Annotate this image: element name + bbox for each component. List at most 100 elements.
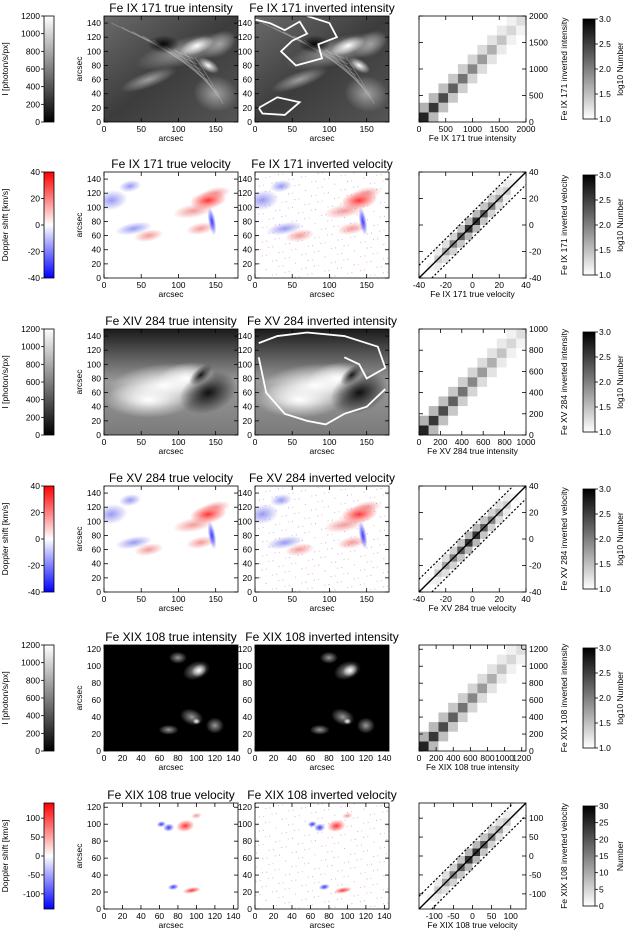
- x-axis-label: arcsec: [158, 446, 184, 456]
- y-tick-label: 120: [87, 188, 101, 198]
- density-bin: [467, 386, 478, 397]
- density-colorbar-tick: 1.0: [599, 114, 611, 124]
- density-bin: [438, 83, 449, 94]
- y-tick-label: -100: [529, 889, 546, 899]
- density-bin: [457, 64, 468, 74]
- density-colorbar-tick: 1.5: [599, 718, 611, 728]
- density-bin: [434, 247, 442, 256]
- density-bin: [457, 539, 465, 547]
- scatter-y-label: Fe XIX 108 inverted intensity: [559, 643, 569, 752]
- true-map-panel: [103, 171, 239, 279]
- inverted-map-panel: [254, 644, 390, 752]
- panel-title: Fe IX 171 true intensity: [109, 1, 232, 15]
- y-tick-label: 100: [238, 819, 252, 829]
- density-colorbar: [582, 18, 598, 120]
- colorbar-gradient: [43, 644, 55, 752]
- density-bin: [480, 202, 488, 210]
- density-bin: [506, 664, 517, 674]
- density-bin: [495, 501, 504, 509]
- density-colorbar-tick: 25: [599, 818, 609, 828]
- density-bin: [434, 561, 442, 570]
- density-bin: [428, 425, 439, 435]
- colorbar-tick-label: -40: [28, 273, 41, 283]
- colorbar-label: I [photon/s/px]: [0, 355, 10, 408]
- x-tick-label: 100: [340, 911, 354, 921]
- y-tick-label: 60: [243, 695, 253, 705]
- density-bin: [495, 833, 504, 841]
- density-colorbar-tick: 2.5: [599, 352, 611, 362]
- density-bin: [448, 712, 458, 723]
- map-image: [104, 16, 238, 122]
- x-tick-label: 100: [504, 911, 518, 921]
- density-bin: [428, 731, 439, 742]
- y-tick-label: 0: [529, 220, 534, 230]
- scatter-y-label: Fe XIX 108 inverted velocity: [559, 802, 569, 909]
- density-bin: [477, 683, 488, 694]
- y-tick-label: 0: [96, 746, 101, 756]
- colorbar-tick-label: 600: [26, 377, 40, 387]
- scatter-density-panel: [418, 171, 527, 279]
- scatter-y-label: Fe IX 171 inverted velocity: [559, 174, 569, 275]
- colorbar-tick-label: 600: [26, 64, 40, 74]
- density-bin: [516, 338, 526, 349]
- y-tick-label: 140: [238, 488, 252, 498]
- panel-title: Fe IX 171 true velocity: [111, 157, 230, 171]
- y-tick-label: 40: [92, 712, 102, 722]
- density-bin: [434, 576, 442, 585]
- y-tick-label: 40: [243, 245, 253, 255]
- x-tick-label: 50: [136, 280, 146, 290]
- density-colorbar-tick: 1.5: [599, 89, 611, 99]
- x-tick-label: -50: [447, 911, 460, 921]
- y-tick-label: 120: [87, 644, 101, 654]
- density-bin: [496, 348, 507, 358]
- y-tick-label: 100: [87, 516, 101, 526]
- x-tick-label: 50: [136, 124, 146, 134]
- colorbar-tick-label: 1200: [21, 640, 40, 650]
- x-tick-label: 150: [360, 594, 374, 604]
- density-bin: [441, 871, 450, 879]
- x-tick-label: 20: [118, 753, 128, 763]
- density-bin: [449, 561, 458, 570]
- y-tick-label: 1000: [529, 324, 548, 334]
- density-bin: [419, 425, 429, 435]
- scatter-x-label: Fe IX 171 true intensity: [429, 133, 517, 143]
- x-axis-label: arcsec: [158, 133, 184, 143]
- colorbar-tick-label: 600: [26, 693, 40, 703]
- density-bin: [487, 664, 497, 674]
- y-tick-label: 80: [92, 836, 102, 846]
- x-tick-label: 40: [287, 753, 297, 763]
- density-bin: [516, 654, 526, 665]
- true-map-panel: [103, 644, 239, 752]
- y-tick-label: 100: [238, 661, 252, 671]
- density-bin: [464, 232, 473, 241]
- panel-title: Fe IX 171 inverted velocity: [251, 157, 392, 171]
- y-tick-label: 60: [92, 853, 102, 863]
- scatter-y-label: Fe XV 284 inverted intensity: [559, 328, 569, 435]
- scatter-x-label: Fe XV 284 true velocity: [429, 603, 518, 613]
- x-tick-label: 400: [455, 437, 469, 447]
- identity-line: [418, 802, 527, 910]
- y-tick-label: 800: [529, 678, 543, 688]
- inverted-map-panel: [254, 802, 390, 910]
- density-colorbar-label: log10 Number: [615, 42, 625, 96]
- y-tick-label: 1200: [529, 644, 548, 654]
- density-bin: [496, 35, 507, 45]
- y-tick-label: 80: [243, 373, 253, 383]
- density-bin: [480, 516, 488, 524]
- density-bin: [438, 396, 449, 407]
- density-colorbar: [582, 174, 598, 276]
- figure-row: [41, 171, 598, 279]
- y-tick-label: 140: [87, 331, 101, 341]
- density-colorbar-label: log10 Number: [615, 198, 625, 252]
- density-bin: [448, 83, 458, 94]
- y-tick-label: 120: [238, 32, 252, 42]
- density-bin: [419, 112, 429, 122]
- y-tick-label: 80: [92, 60, 102, 70]
- density-bin: [480, 531, 488, 539]
- density-bin: [495, 202, 504, 210]
- y-tick-label: 120: [87, 32, 101, 42]
- x-tick-label: 0: [102, 911, 107, 921]
- x-tick-label: 50: [487, 911, 497, 921]
- y-tick-label: 40: [92, 559, 102, 569]
